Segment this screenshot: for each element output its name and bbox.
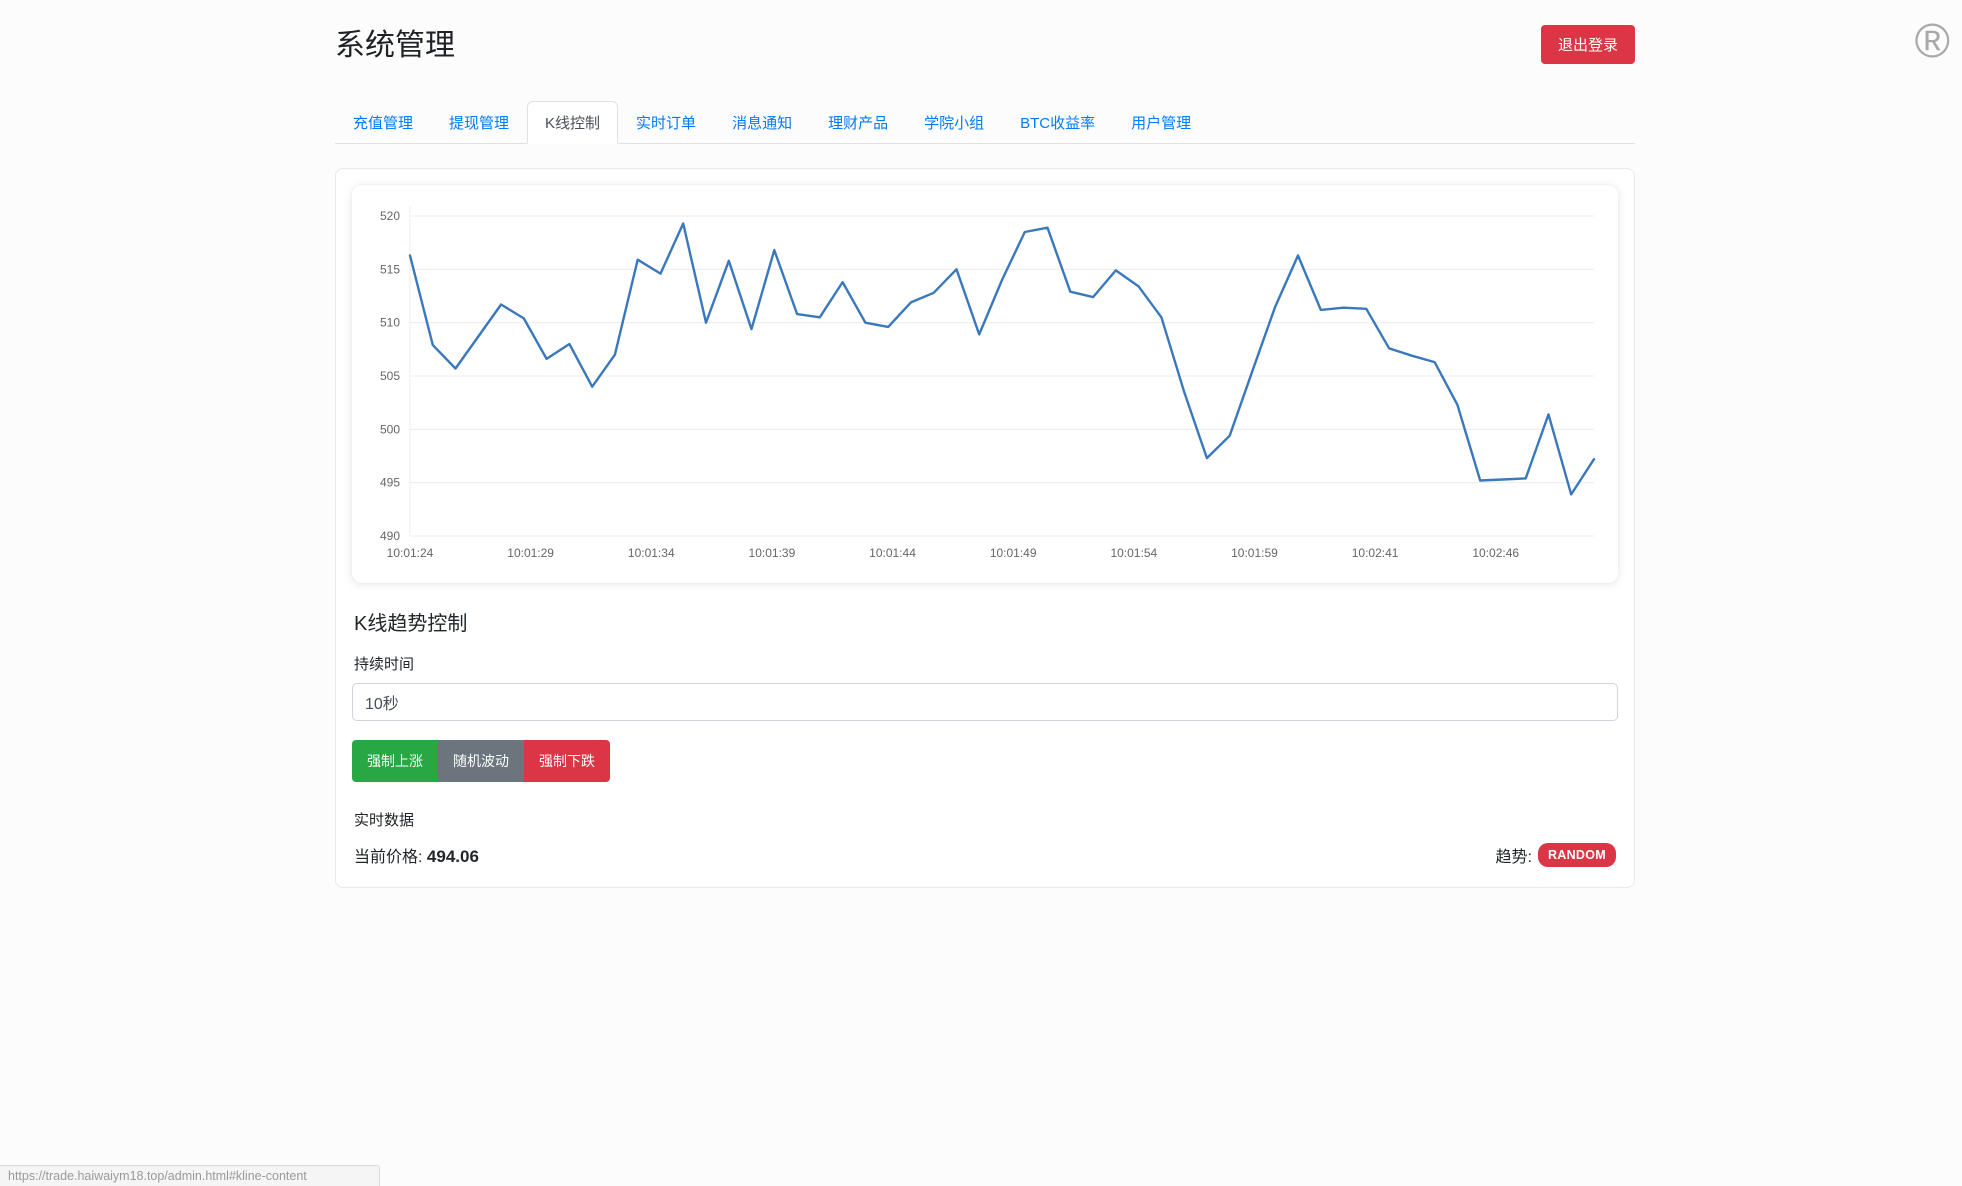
svg-text:515: 515 [380,262,400,276]
svg-text:10:01:29: 10:01:29 [507,546,554,560]
tab-academy[interactable]: 学院小组 [924,115,985,132]
svg-text:505: 505 [380,369,400,383]
price-row: 当前价格: 494.06 趋势: RANDOM [354,843,1616,867]
realtime-heading: 实时数据 [354,812,415,829]
page-title: 系统管理 [335,29,455,62]
svg-text:500: 500 [380,422,400,436]
tab-recharge[interactable]: 充值管理 [353,115,414,132]
kline-chart: 520 515 510 505 500 495 490 10:01:24 10:01:29 10:… [380,206,1596,560]
svg-text:10:01:39: 10:01:39 [749,546,796,560]
current-price-value: 494.06 [426,847,479,866]
tab-users[interactable]: 用户管理 [1131,115,1192,132]
registered-trademark-icon: ® [1914,15,1950,68]
svg-text:10:01:59: 10:01:59 [1231,546,1278,560]
svg-text:10:02:41: 10:02:41 [1352,546,1399,560]
tab-btc[interactable]: BTC收益率 [1020,115,1096,132]
tab-notify[interactable]: 消息通知 [732,115,793,132]
trend-badge: RANDOM [1537,843,1616,867]
trend-indicator: 趋势: RANDOM [1495,843,1616,867]
status-bar-url: https://trade.haiwaiym18.top/admin.html#… [0,1165,380,1186]
svg-text:510: 510 [380,316,400,330]
svg-text:10:02:46: 10:02:46 [1472,546,1519,560]
svg-text:10:01:49: 10:01:49 [990,546,1037,560]
trend-control-heading: K线趋势控制 [354,613,468,635]
kline-card: 520 515 510 505 500 495 490 10:01:24 10:01:29 10:… [335,168,1635,888]
svg-text:520: 520 [380,209,400,223]
tab-kline[interactable]: K线控制 [527,101,619,144]
trend-label: 趋势: [1495,849,1532,866]
kline-chart-panel: 520 515 510 505 500 495 490 10:01:24 10:01:29 10:… [352,185,1618,583]
svg-text:495: 495 [380,476,400,490]
random-button[interactable]: 随机波动 [438,740,524,782]
svg-text:10:01:54: 10:01:54 [1110,546,1157,560]
tab-wealth[interactable]: 理财产品 [828,115,889,132]
duration-input[interactable] [352,683,1618,721]
svg-text:10:01:24: 10:01:24 [387,546,434,560]
svg-text:490: 490 [380,529,400,543]
duration-label: 持续时间 [354,656,415,673]
svg-text:10:01:34: 10:01:34 [628,546,675,560]
current-price-label: 当前价格: [354,849,423,866]
tab-withdraw[interactable]: 提现管理 [449,115,510,132]
tab-orders[interactable]: 实时订单 [636,115,697,132]
force-up-button[interactable]: 强制上涨 [352,740,438,782]
tab-bar: 充值管理 提现管理 K线控制 实时订单 消息通知 理财产品 学院小组 BTC收益率 用户管理 [335,101,1635,144]
logout-button[interactable]: 退出登录 [1540,25,1635,64]
svg-text:10:01:44: 10:01:44 [869,546,916,560]
current-price: 当前价格: 494.06 [354,843,479,867]
trend-button-group: 强制上涨 随机波动 强制下跌 [352,740,610,782]
main-container: 系统管理 退出登录 充值管理 提现管理 K线控制 实时订单 消息通知 理财产品 学院小组 BT… [335,0,1635,888]
force-down-button[interactable]: 强制下跌 [524,740,610,782]
